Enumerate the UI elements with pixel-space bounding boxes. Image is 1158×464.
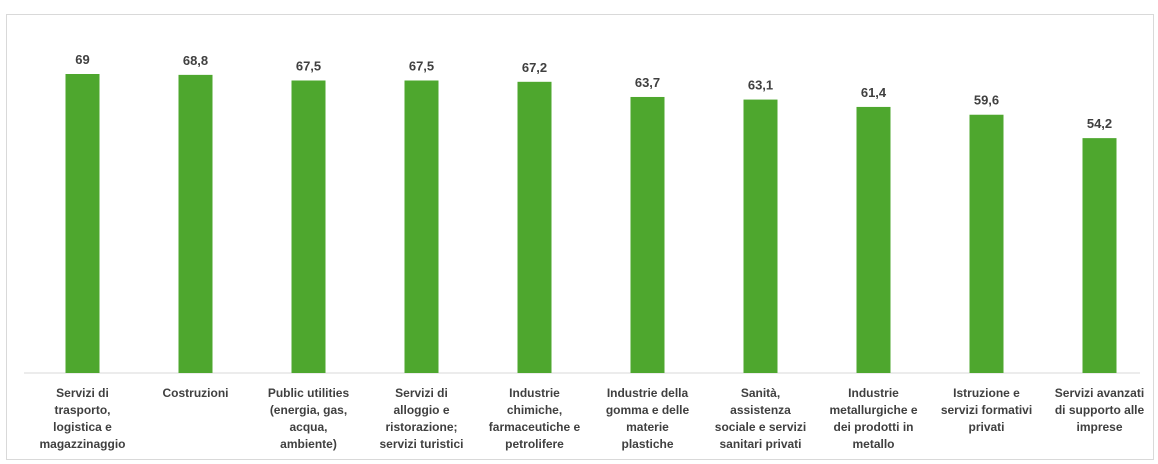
category-label-line: magazzinaggio xyxy=(39,437,125,451)
category-label-8: Industrie metallurgiche e dei prodotti in m… xyxy=(829,386,917,451)
bar-7 xyxy=(743,99,778,373)
category-label-1: Servizi di trasporto, logistica e magazzina… xyxy=(39,386,125,451)
category-label-line: servizi formativi xyxy=(941,403,1032,417)
category-label-line: metallurgiche e xyxy=(829,403,917,417)
category-label-line: servizi turistici xyxy=(379,437,463,451)
value-labels-group: 69 68,8 67,5 67,5 67,2 63,7 63,1 61,4 59,6 54,2 xyxy=(75,52,1112,131)
category-label-line: Servizi avanzati xyxy=(1055,386,1144,400)
category-label-4: Servizi di alloggio e ristorazione; servizi… xyxy=(379,386,463,451)
category-label-line: Servizi di xyxy=(395,386,448,400)
value-label-7: 63,1 xyxy=(748,78,773,93)
category-label-line: metallo xyxy=(852,437,894,451)
category-label-line: trasporto, xyxy=(54,403,110,417)
category-label-line: Sanità, xyxy=(741,386,780,400)
category-label-line: farmaceutiche e xyxy=(489,420,581,434)
value-label-10: 54,2 xyxy=(1087,116,1112,131)
category-label-10: Servizi avanzati di supporto alle imprese xyxy=(1055,386,1145,434)
category-label-line: Industrie xyxy=(509,386,560,400)
value-label-9: 59,6 xyxy=(974,93,999,108)
category-label-2: Costruzioni xyxy=(163,386,229,400)
bar-8 xyxy=(856,106,891,374)
category-label-line: Public utilities xyxy=(268,386,350,400)
bar-9 xyxy=(969,114,1004,373)
category-label-6: Industrie della gomma e delle materie plast… xyxy=(606,386,690,451)
category-label-line: petrolifere xyxy=(505,437,564,451)
category-label-line: gomma e delle xyxy=(606,403,690,417)
category-label-line: acqua, xyxy=(289,420,327,434)
category-label-line: imprese xyxy=(1076,420,1122,434)
category-label-5: Industrie chimiche, farmaceutiche e petroli… xyxy=(489,386,581,451)
value-label-1: 69 xyxy=(75,52,89,67)
category-label-line: plastiche xyxy=(621,437,673,451)
bar-3 xyxy=(291,80,326,373)
category-label-7: Sanità, assistenza sociale e servizi sanita… xyxy=(715,386,806,451)
category-label-line: sanitari privati xyxy=(719,437,801,451)
category-label-line: ristorazione; xyxy=(385,420,457,434)
bar-5 xyxy=(517,81,552,374)
value-label-5: 67,2 xyxy=(522,60,547,75)
category-label-line: assistenza xyxy=(730,403,791,417)
category-label-line: Costruzioni xyxy=(163,386,229,400)
category-label-3: Public utilities (energia, gas, acqua, ambi… xyxy=(268,386,350,451)
category-labels-group: Servizi di trasporto, logistica e magazzina… xyxy=(39,386,1144,451)
category-label-line: sociale e servizi xyxy=(715,420,806,434)
category-label-line: ambiente) xyxy=(280,437,337,451)
value-label-2: 68,8 xyxy=(183,53,208,68)
category-label-line: dei prodotti in xyxy=(834,420,914,434)
bar-10 xyxy=(1082,138,1117,373)
category-label-line: alloggio e xyxy=(393,403,449,417)
value-label-6: 63,7 xyxy=(635,75,660,90)
bar-1 xyxy=(65,74,100,373)
category-label-line: materie xyxy=(626,420,669,434)
category-label-9: Istruzione e servizi formativi privati xyxy=(941,386,1032,434)
value-label-4: 67,5 xyxy=(409,59,434,74)
value-label-3: 67,5 xyxy=(296,59,321,74)
category-label-line: chimiche, xyxy=(507,403,562,417)
category-label-line: Industrie xyxy=(848,386,899,400)
bar-6 xyxy=(630,96,665,373)
category-label-line: logistica e xyxy=(53,420,112,434)
bar-4 xyxy=(404,80,439,373)
category-label-line: di supporto alle xyxy=(1055,403,1145,417)
category-label-line: privati xyxy=(968,420,1004,434)
bars-group xyxy=(65,74,1117,374)
value-label-8: 61,4 xyxy=(861,85,887,100)
category-label-line: Industrie della xyxy=(607,386,689,400)
category-label-line: Istruzione e xyxy=(953,386,1020,400)
bar-2 xyxy=(178,74,213,374)
category-label-line: Servizi di xyxy=(56,386,109,400)
category-label-line: (energia, gas, xyxy=(270,403,347,417)
